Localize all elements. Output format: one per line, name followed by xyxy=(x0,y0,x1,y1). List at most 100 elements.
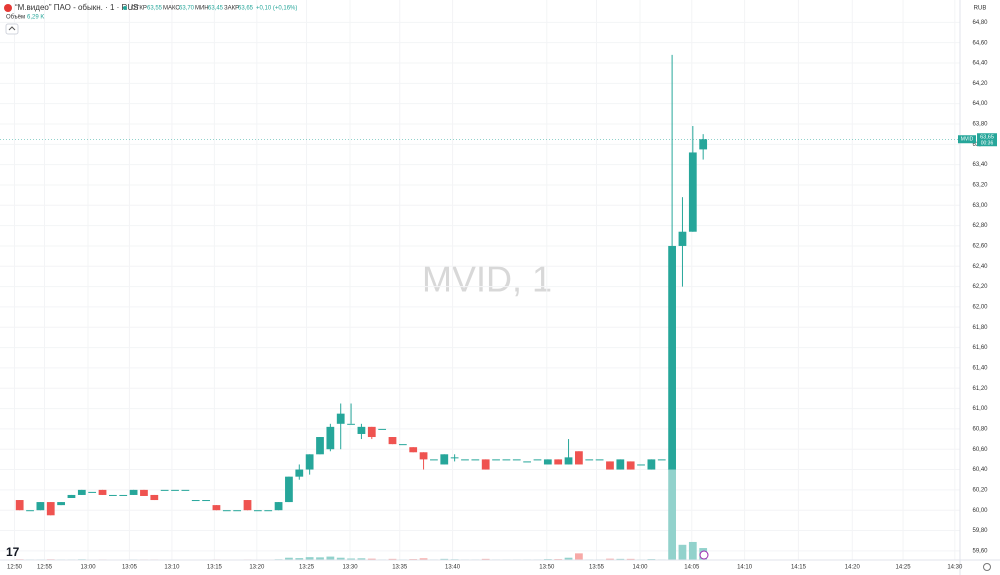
x-tick-label: 13:55 xyxy=(589,565,605,571)
symbol-tag-label: MVID xyxy=(961,137,974,143)
y-tick-label: 62,00 xyxy=(972,305,988,311)
collapse-button[interactable] xyxy=(5,23,19,35)
y-tick-label: 62,80 xyxy=(972,223,988,229)
volume-bar xyxy=(606,558,614,560)
candle-body xyxy=(440,454,449,465)
volume-bar xyxy=(316,557,324,560)
candle-body xyxy=(430,459,438,461)
volume-bar xyxy=(440,558,449,560)
high-label: МАКС xyxy=(163,6,180,12)
volume-bar xyxy=(388,558,397,560)
candle-body xyxy=(171,489,179,491)
candle-body xyxy=(492,459,500,461)
y-tick-label: 64,00 xyxy=(972,101,988,107)
candle-body xyxy=(347,423,355,425)
candle-body xyxy=(657,459,666,461)
candle-body xyxy=(295,469,304,477)
x-tick-label: 14:25 xyxy=(896,565,912,571)
event-marker[interactable] xyxy=(699,550,709,560)
x-tick-label: 13:25 xyxy=(299,565,315,571)
candle-body xyxy=(647,459,656,470)
price-tag-label: 63,65 xyxy=(980,135,994,141)
candle-body xyxy=(419,452,428,460)
change-value: +0,10 (+0,16%) xyxy=(256,6,297,12)
volume-bar xyxy=(668,468,676,560)
volume-bar xyxy=(367,558,376,560)
settings-icon[interactable] xyxy=(983,563,991,571)
candle-body xyxy=(160,489,169,491)
volume-bar xyxy=(419,558,428,560)
y-tick-label: 60,40 xyxy=(972,467,988,473)
y-tick-label: 61,20 xyxy=(972,386,988,392)
x-tick-label: 12:55 xyxy=(37,565,53,571)
y-tick-label: 59,80 xyxy=(972,528,988,534)
y-tick-label: 64,80 xyxy=(972,20,988,26)
volume-bar xyxy=(626,558,635,560)
x-tick-label: 13:00 xyxy=(81,565,97,571)
y-tick-label: 61,80 xyxy=(972,325,988,331)
x-tick-label: 13:30 xyxy=(343,565,359,571)
candle-body xyxy=(336,413,345,424)
candle-body xyxy=(253,510,262,512)
candle-body xyxy=(316,437,324,455)
x-tick-label: 13:05 xyxy=(122,565,138,571)
candle-body xyxy=(461,459,469,461)
open-value: 63,55 xyxy=(147,6,163,12)
symbol-icon xyxy=(4,4,12,12)
candle-body xyxy=(202,500,210,502)
volume-bar xyxy=(326,556,335,560)
close-label: ЗАКР xyxy=(224,6,239,12)
volume-bar xyxy=(295,558,304,560)
candle-body xyxy=(688,152,697,232)
candle-body xyxy=(212,505,221,511)
candle-body xyxy=(585,459,594,461)
x-tick-label: 14:30 xyxy=(947,565,963,571)
volume-bar xyxy=(688,541,697,560)
status-dot xyxy=(123,6,127,10)
candle-body xyxy=(367,426,376,438)
volume-bar xyxy=(347,558,355,560)
candle-body xyxy=(88,491,97,493)
candle-body xyxy=(502,459,511,461)
volume-bar xyxy=(305,557,314,560)
y-tick-label: 62,60 xyxy=(972,244,988,250)
y-tick-label: 64,20 xyxy=(972,81,988,87)
candle-body xyxy=(191,500,200,502)
candle-body xyxy=(98,489,107,495)
y-tick-label: 64,40 xyxy=(972,61,988,67)
y-tick-label: 63,80 xyxy=(972,122,988,128)
volume-bar xyxy=(564,557,573,560)
x-tick-label: 14:10 xyxy=(737,565,753,571)
close-value: 63,65 xyxy=(238,6,254,12)
candle-body xyxy=(699,139,708,150)
low-value: 63,45 xyxy=(208,6,224,12)
currency-label[interactable]: RUB xyxy=(974,6,987,12)
candle-body xyxy=(274,502,283,511)
candle-body xyxy=(678,231,687,246)
y-tick-label: 60,60 xyxy=(972,447,988,453)
candle-body xyxy=(606,461,614,470)
x-tick-label: 13:10 xyxy=(164,565,180,571)
x-tick-label: 13:15 xyxy=(207,565,223,571)
candle-body xyxy=(481,459,490,470)
candle-body xyxy=(409,447,418,453)
candle-body xyxy=(471,459,480,461)
low-label: МИН xyxy=(195,6,209,12)
candle-body xyxy=(305,454,314,470)
volume-bar xyxy=(616,558,625,560)
symbol-tag xyxy=(958,135,976,144)
candle-body xyxy=(77,489,86,495)
candle-body xyxy=(398,444,407,446)
candle-body xyxy=(564,457,573,465)
candle-body xyxy=(15,500,24,511)
candle-body xyxy=(595,459,604,461)
y-tick-label: 62,20 xyxy=(972,284,988,290)
open-label: ОТКР xyxy=(131,6,147,12)
volume-label: Объём xyxy=(6,15,25,21)
price-tag xyxy=(977,133,997,147)
y-tick-label: 62,40 xyxy=(972,264,988,270)
candle-body xyxy=(575,451,583,465)
candle-body xyxy=(285,476,293,503)
candle-body xyxy=(378,428,387,430)
